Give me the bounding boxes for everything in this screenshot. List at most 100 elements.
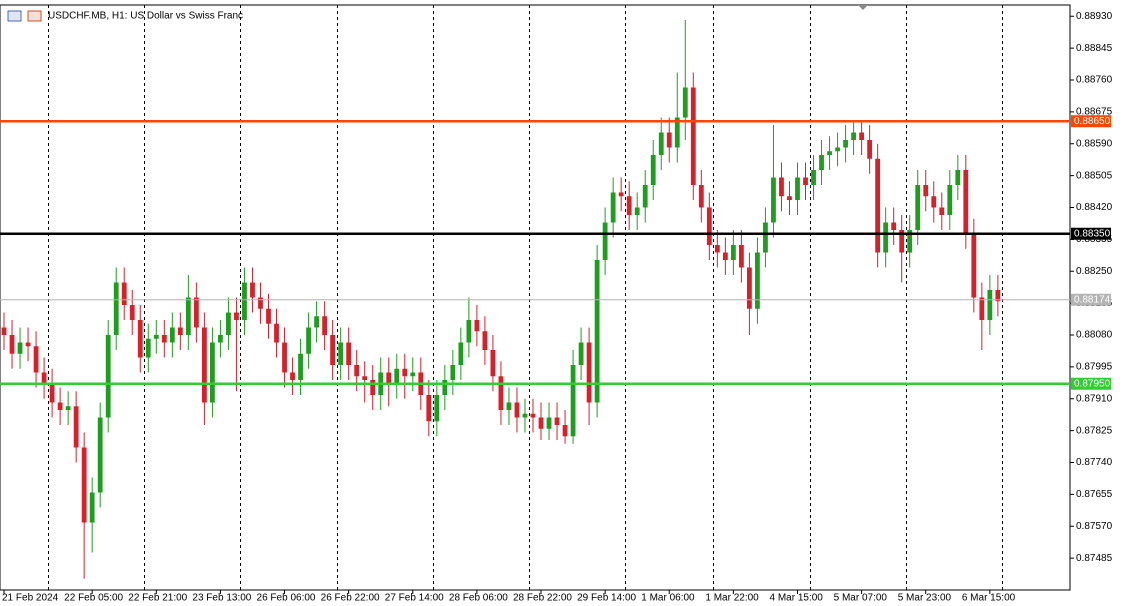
y-tick-label: 0.88590 [1076, 138, 1113, 149]
x-tick-label: 23 Feb 13:00 [192, 593, 251, 604]
x-tick-label: 26 Feb 06:00 [257, 593, 316, 604]
candle-body [987, 290, 993, 320]
level-price-box [1071, 227, 1111, 240]
candle-body [947, 185, 953, 215]
x-tick-label: 6 Mar 15:00 [962, 593, 1016, 604]
candle-body [290, 372, 295, 380]
candle-body [346, 342, 352, 365]
level-price-label: 0.87950 [1074, 378, 1111, 389]
candle-body [250, 282, 255, 298]
x-tick-label: 4 Mar 15:00 [769, 593, 823, 604]
candle-body [25, 342, 31, 347]
candle-body [570, 365, 576, 437]
candle-body [883, 222, 889, 253]
candle-body [506, 402, 512, 410]
candle-body [137, 320, 143, 358]
candle-body [65, 406, 71, 410]
candle-body [9, 335, 15, 354]
candle-body [931, 196, 937, 208]
candle-body [145, 338, 151, 358]
candle-body [322, 316, 328, 335]
y-tick-label: 0.88250 [1076, 266, 1113, 277]
candle-body [338, 342, 344, 365]
candle-body [466, 320, 472, 343]
y-tick-label: 0.87485 [1076, 553, 1113, 564]
candle-body [843, 140, 848, 148]
plot-frame [0, 4, 1071, 591]
candle-body [169, 327, 175, 343]
candle-body [650, 155, 656, 185]
candle-body [193, 297, 199, 328]
y-tick-label: 0.87740 [1076, 457, 1113, 468]
x-tick-label: 21 Feb 2024 [2, 593, 59, 604]
candle-body [795, 177, 800, 200]
x-tick-label: 5 Mar 07:00 [834, 593, 888, 604]
candle-body [129, 305, 135, 320]
candle-body [811, 170, 816, 185]
candle-body [434, 395, 440, 422]
x-tick-label: 28 Feb 22:00 [513, 593, 572, 604]
y-tick-label: 0.88760 [1076, 75, 1113, 86]
candle-body [530, 413, 536, 418]
candle-body [995, 290, 1001, 302]
title-icons [7, 10, 42, 22]
candle-body [714, 245, 720, 253]
candle-body [89, 492, 95, 523]
y-tick-label: 0.87910 [1076, 393, 1113, 404]
candle-body [626, 196, 632, 215]
candle-body [218, 335, 223, 343]
candle-body [522, 413, 528, 418]
candle-body [49, 383, 55, 403]
candle-body [105, 335, 111, 418]
candle-body [17, 342, 23, 354]
candle-body [746, 267, 752, 309]
candle-body [426, 395, 432, 422]
candle-body [979, 297, 985, 320]
candle-body [835, 147, 840, 152]
candle-body [386, 372, 392, 384]
x-tick-label: 1 Mar 22:00 [705, 593, 759, 604]
level-price-box [1071, 377, 1111, 390]
y-tick-label: 0.88930 [1076, 11, 1113, 22]
x-tick-label: 27 Feb 14:00 [385, 593, 444, 604]
candle-body [787, 196, 792, 200]
candle-body [803, 177, 808, 185]
candle-body [875, 158, 881, 253]
candle-body [498, 376, 504, 410]
candle-body [482, 331, 488, 350]
candle-body [690, 87, 696, 185]
candle-body [827, 151, 832, 155]
candle-body [33, 346, 39, 373]
candle-body [514, 402, 520, 418]
candle-body [81, 447, 87, 523]
candle-body [730, 245, 736, 260]
x-tick-label: 5 Mar 23:00 [898, 593, 952, 604]
candle-body [706, 207, 712, 245]
candle-body [859, 132, 865, 140]
candle-body [955, 170, 961, 185]
candle-body [658, 132, 664, 155]
level-price-box [1071, 293, 1111, 306]
candle-body [578, 342, 584, 365]
candle-body [234, 312, 239, 320]
y-tick-label: 0.87995 [1076, 362, 1113, 373]
candle-body [602, 222, 608, 260]
candle-body [362, 376, 368, 380]
candle-body [562, 425, 568, 437]
candle-body [722, 252, 728, 260]
candle-body [1, 327, 7, 335]
candle-body [586, 342, 592, 403]
candle-body [442, 380, 448, 395]
x-tick-label: 22 Feb 21:00 [128, 593, 187, 604]
candle-body [306, 327, 311, 354]
candle-body [682, 87, 688, 118]
candle-body [971, 233, 977, 298]
candle-body [258, 297, 263, 309]
x-tick-label: 22 Feb 05:00 [64, 593, 123, 604]
y-tick-label: 0.88845 [1076, 43, 1113, 54]
candle-body [73, 406, 79, 448]
x-tick-label: 1 Mar 06:00 [641, 593, 695, 604]
candle-body [153, 335, 159, 339]
candle-body [642, 185, 648, 208]
